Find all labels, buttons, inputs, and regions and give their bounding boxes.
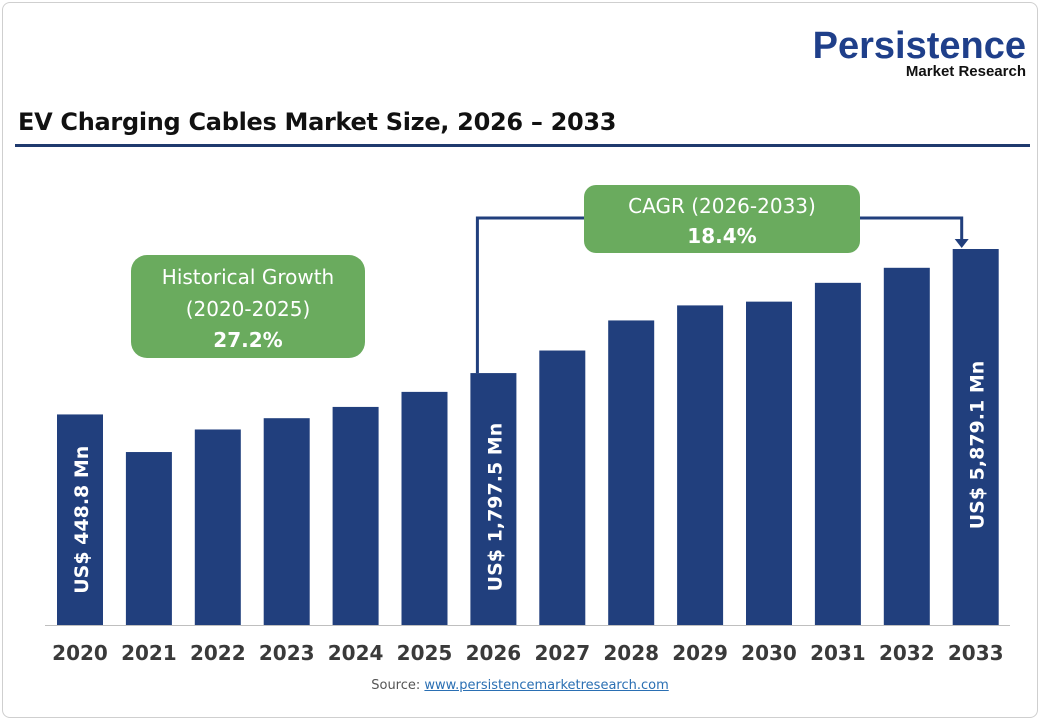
x-tick-label: 2020 xyxy=(52,641,108,665)
bar-2030 xyxy=(746,301,792,625)
bar-2031 xyxy=(814,282,861,625)
bar-2024 xyxy=(332,406,379,625)
historical-value: 27.2% xyxy=(213,328,282,352)
x-tick-label: 2021 xyxy=(121,641,177,665)
bar-2032 xyxy=(883,267,930,625)
bar-2027 xyxy=(539,350,586,625)
cagr-box xyxy=(584,185,860,253)
x-tick-label: 2023 xyxy=(259,641,315,665)
bar-2020 xyxy=(57,414,103,625)
x-tick-label: 2022 xyxy=(190,641,246,665)
bar-2026 xyxy=(470,373,517,625)
bar-2029 xyxy=(677,305,724,625)
x-tick-label: 2028 xyxy=(603,641,659,665)
x-tick-label: 2029 xyxy=(672,641,728,665)
source-link[interactable]: www.persistencemarketresearch.com xyxy=(424,678,669,693)
x-tick-label: 2031 xyxy=(810,641,866,665)
data-label: US$ 1,797.5 Mn xyxy=(484,423,506,592)
persistence-logo: Persistence Market Research xyxy=(812,25,1026,80)
historical-period: (2020-2025) xyxy=(186,297,311,321)
chart-title: EV Charging Cables Market Size, 2026 – 2… xyxy=(18,108,617,136)
logo-line2: Market Research xyxy=(905,63,1026,80)
cagr-value: 18.4% xyxy=(687,224,756,248)
data-label: US$ 5,879.1 Mn xyxy=(967,361,989,530)
cagr-label: CAGR (2026-2033) xyxy=(628,194,816,218)
bar-2023 xyxy=(263,418,310,625)
x-tick-label: 2026 xyxy=(466,641,522,665)
x-tick-label: 2024 xyxy=(328,641,384,665)
source-note: Source: www.persistencemarketresearch.co… xyxy=(0,678,1040,693)
bar-2022 xyxy=(194,429,241,625)
arrow-down-icon xyxy=(954,239,969,248)
x-tick-label: 2025 xyxy=(397,641,453,665)
bar-2021 xyxy=(125,452,172,625)
bar-2028 xyxy=(608,320,655,625)
bar-2025 xyxy=(401,391,448,625)
data-label: US$ 448.8 Mn xyxy=(71,446,93,594)
x-tick-label: 2033 xyxy=(948,641,1004,665)
x-tick-label: 2027 xyxy=(534,641,590,665)
historical-growth-box xyxy=(131,255,365,358)
x-tick-label: 2032 xyxy=(879,641,935,665)
bar-2033 xyxy=(952,249,999,625)
source-label: Source: xyxy=(371,678,421,693)
logo-line1: Persistence xyxy=(812,25,1026,67)
title-underline xyxy=(15,144,1030,147)
x-tick-label: 2030 xyxy=(741,641,797,665)
historical-label: Historical Growth xyxy=(162,265,334,289)
